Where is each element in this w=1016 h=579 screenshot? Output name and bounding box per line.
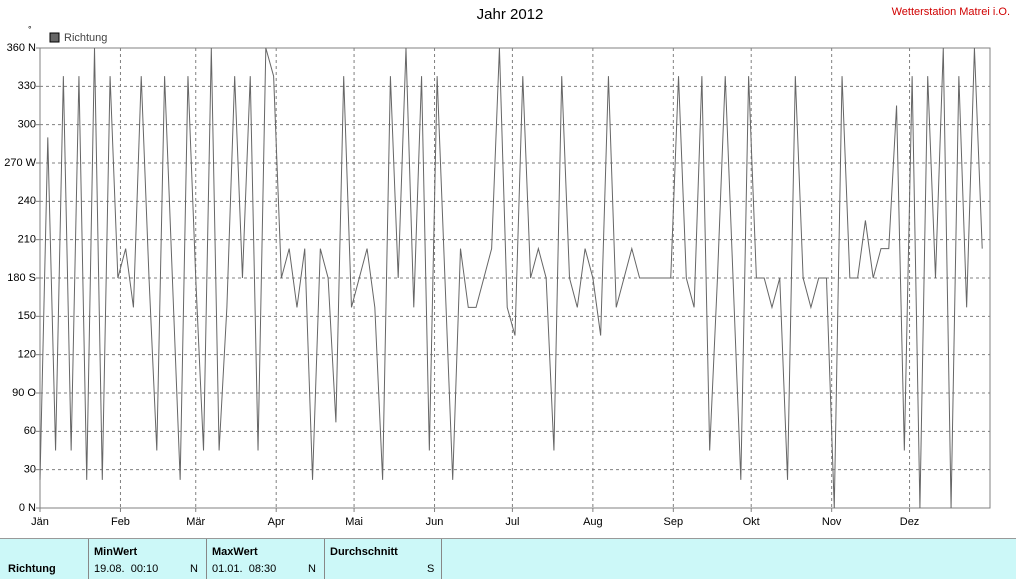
x-tick-label: Aug bbox=[583, 516, 603, 528]
x-tick-label: Apr bbox=[268, 516, 285, 528]
min-time: 19.08. 00:10 bbox=[94, 563, 159, 575]
y-tick-label: 120 bbox=[18, 349, 36, 361]
y-tick-label: 360 N bbox=[7, 42, 36, 54]
y-tick-label: 30 bbox=[24, 464, 36, 476]
max-dir: N bbox=[308, 563, 316, 575]
row-label: Richtung bbox=[8, 563, 56, 575]
x-tick-label: Mär bbox=[186, 516, 205, 528]
y-tick-label: 270 W bbox=[4, 157, 36, 169]
x-tick-label: Sep bbox=[664, 516, 684, 528]
y-tick-label: 210 bbox=[18, 234, 36, 246]
legend-label: Richtung bbox=[64, 32, 107, 44]
legend-swatch bbox=[49, 32, 60, 43]
x-tick-label: Jul bbox=[505, 516, 519, 528]
summary-panel: Richtung MinWert 19.08. 00:10 N MaxWert … bbox=[0, 538, 1016, 579]
separator bbox=[324, 539, 325, 579]
col-header: Durchschnitt bbox=[330, 546, 398, 558]
min-dir: N bbox=[190, 563, 198, 575]
max-time: 01.01. 08:30 bbox=[212, 563, 277, 575]
x-tick-label: Jun bbox=[426, 516, 444, 528]
col-header: MaxWert bbox=[212, 546, 258, 558]
x-tick-label: Jän bbox=[31, 516, 49, 528]
x-tick-label: Okt bbox=[743, 516, 760, 528]
y-tick-label: 150 bbox=[18, 310, 36, 322]
y-tick-label: 90 O bbox=[12, 387, 36, 399]
chart-title: Jahr 2012 bbox=[477, 6, 544, 23]
x-tick-label: Nov bbox=[822, 516, 842, 528]
y-unit: ° bbox=[28, 24, 32, 34]
separator bbox=[88, 539, 89, 579]
x-tick-label: Dez bbox=[900, 516, 920, 528]
separator bbox=[206, 539, 207, 579]
station-name: Wetterstation Matrei i.O. bbox=[892, 6, 1010, 18]
data-line bbox=[39, 47, 983, 509]
col-header: MinWert bbox=[94, 546, 138, 558]
x-tick-label: Mai bbox=[345, 516, 363, 528]
avg-dir: S bbox=[427, 563, 435, 575]
y-tick-label: 240 bbox=[18, 195, 36, 207]
chart: Jahr 2012 Wetterstation Matrei i.O. ° Ri… bbox=[4, 5, 1010, 528]
y-tick-label: 330 bbox=[18, 80, 36, 92]
x-tick-label: Feb bbox=[111, 516, 130, 528]
y-tick-label: 300 bbox=[18, 119, 36, 131]
y-tick-label: 0 N bbox=[19, 502, 36, 514]
y-tick-label: 180 S bbox=[7, 272, 36, 284]
y-tick-label: 60 bbox=[24, 425, 36, 437]
separator bbox=[441, 539, 442, 579]
